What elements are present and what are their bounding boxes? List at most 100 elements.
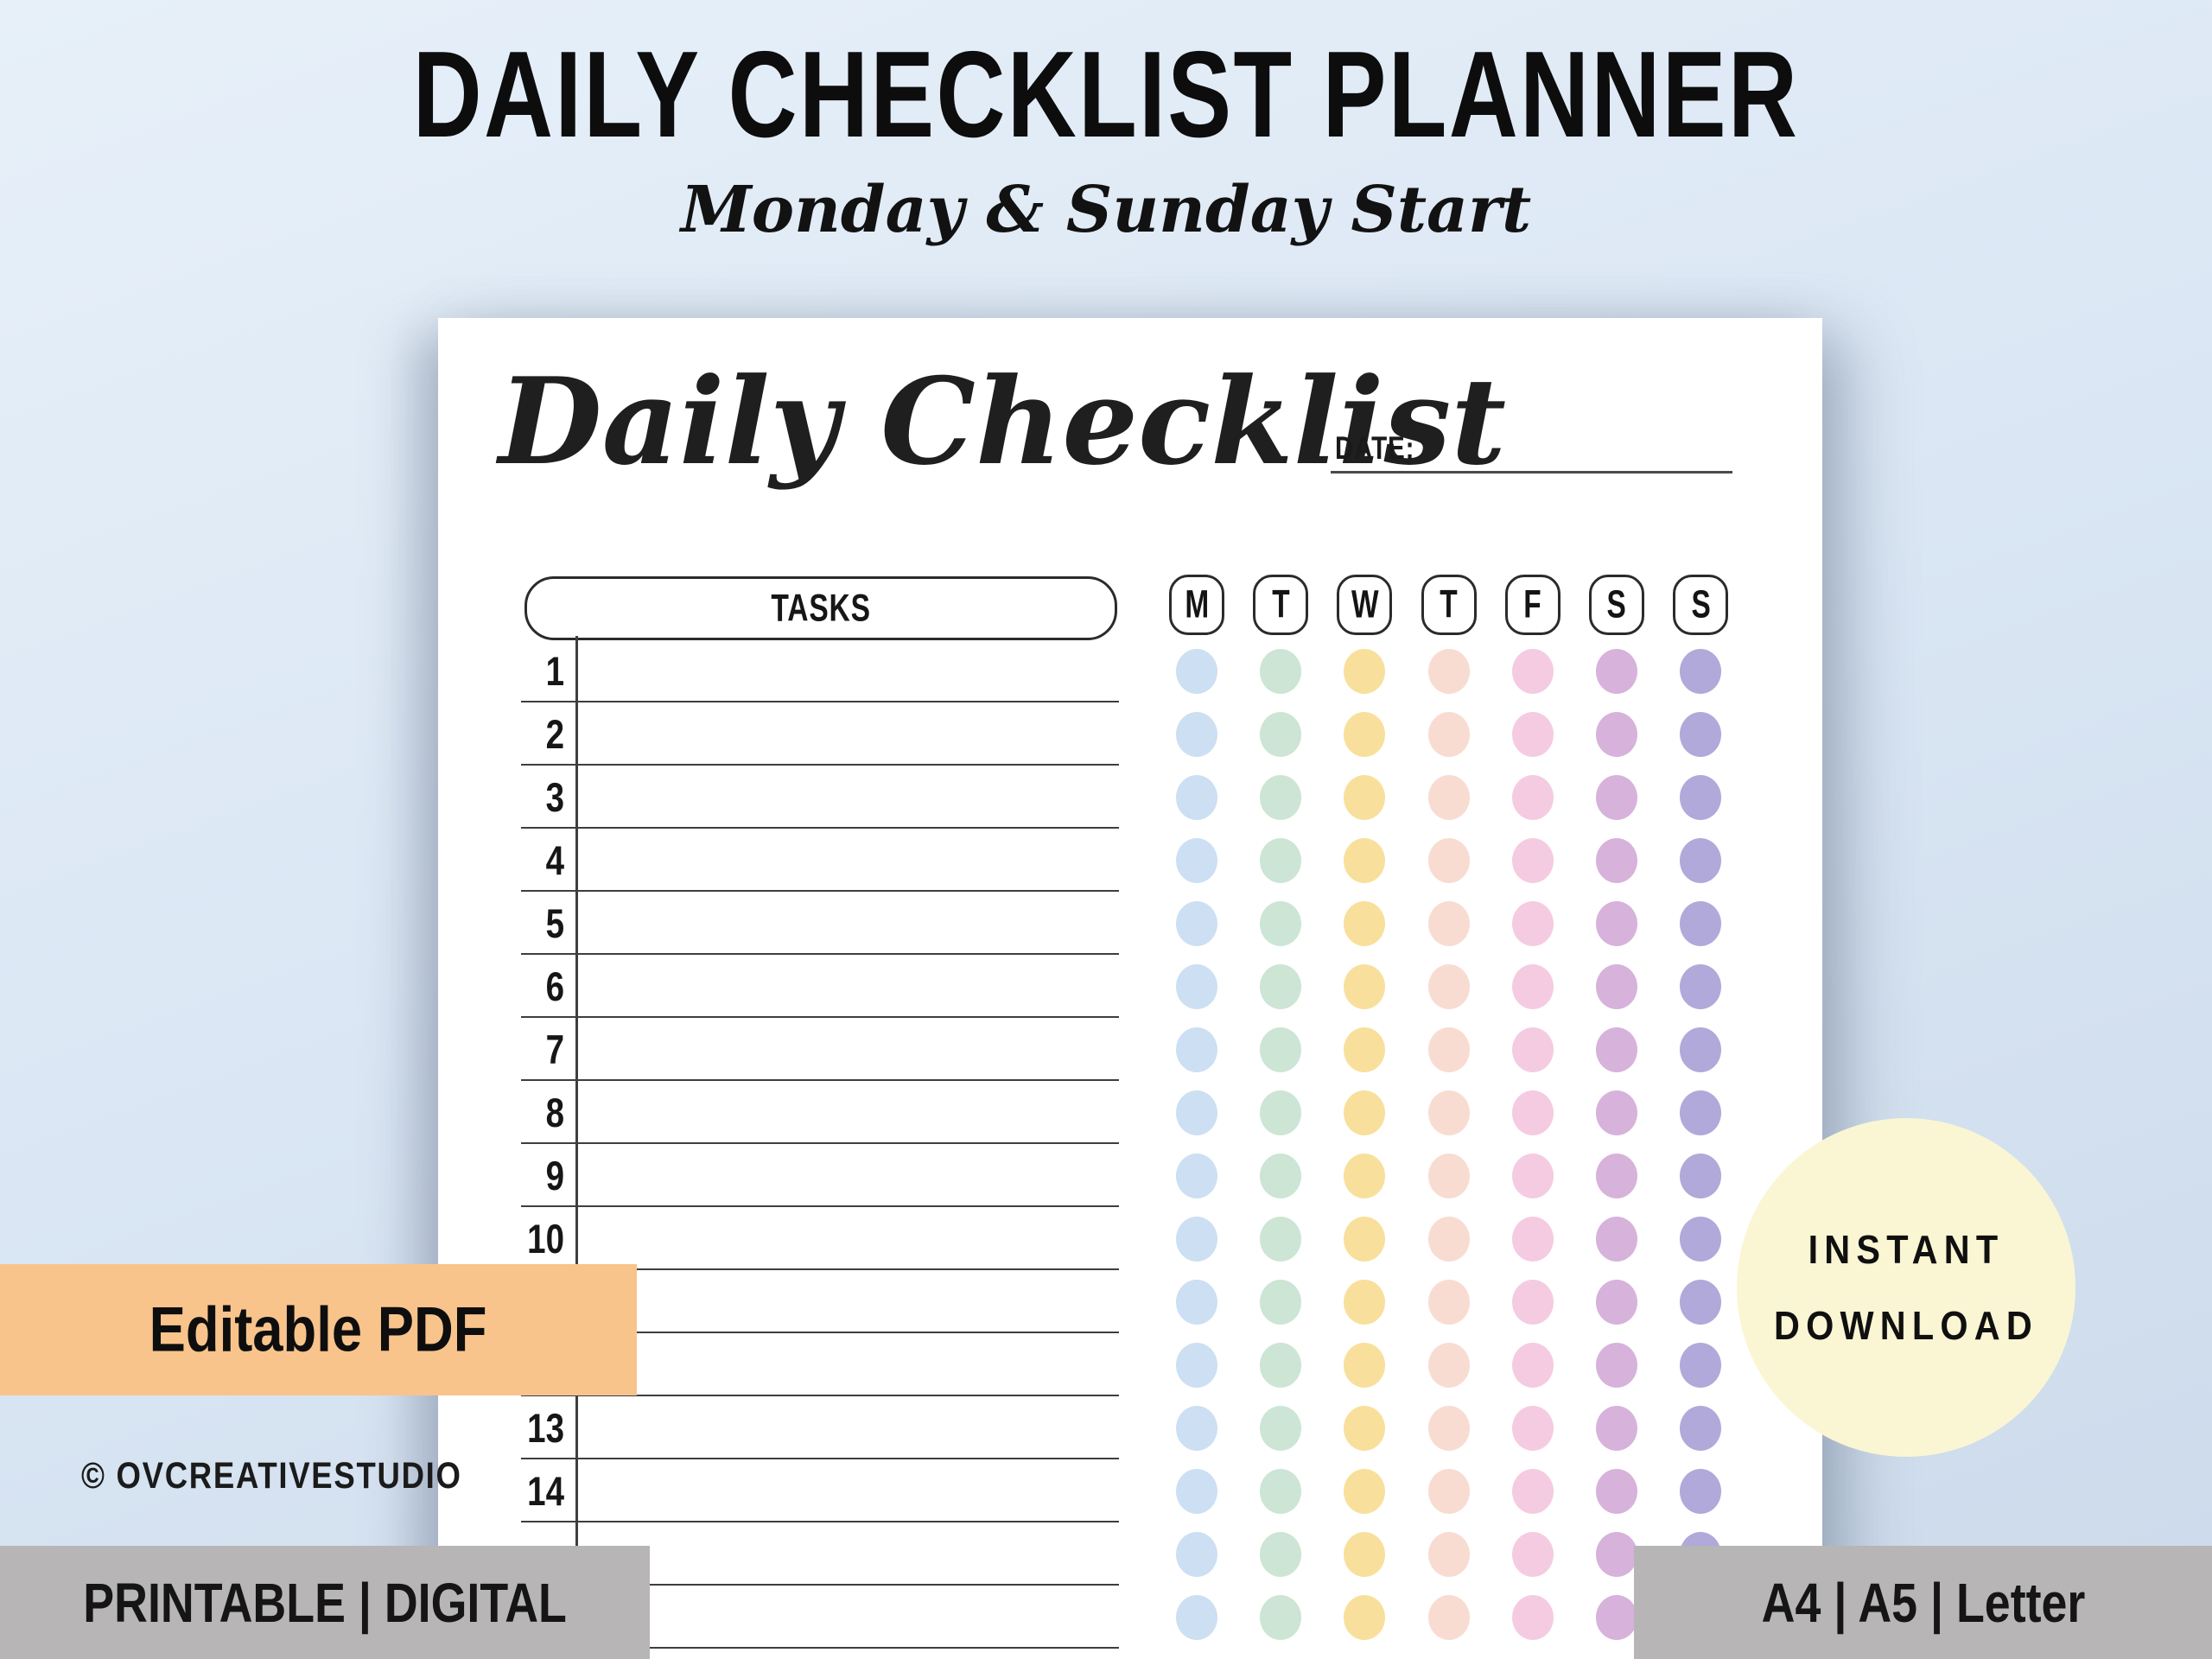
day-header-box: T [1253, 575, 1309, 635]
day-dot [1344, 1027, 1386, 1072]
day-header-box: S [1673, 575, 1729, 635]
day-dot [1176, 838, 1217, 883]
task-row-line [521, 764, 1119, 766]
day-dot [1596, 1217, 1637, 1262]
day-dot [1511, 1532, 1554, 1577]
day-dot [1596, 712, 1637, 757]
day-dot [1511, 964, 1554, 1009]
day-dot [1511, 1027, 1554, 1072]
row-number: 14 [527, 1468, 564, 1514]
day-dot [1427, 1469, 1470, 1514]
day-dot [1176, 712, 1217, 757]
day-dot [1680, 901, 1722, 946]
date-fill-in-line [1331, 471, 1732, 474]
day-dot [1260, 712, 1302, 757]
day-dot [1176, 1343, 1217, 1388]
day-dot [1596, 775, 1637, 820]
task-row-line [521, 1205, 1119, 1207]
day-dot [1596, 1469, 1637, 1514]
day-letter: S [1606, 582, 1627, 626]
day-dot [1427, 1280, 1470, 1325]
day-dot [1344, 838, 1386, 883]
row-number: 9 [545, 1153, 564, 1198]
day-dot [1344, 1280, 1386, 1325]
task-row-line [521, 1142, 1119, 1144]
tasks-header-box: TASKS [524, 576, 1117, 640]
row-number: 4 [545, 837, 564, 883]
day-dot [1680, 775, 1722, 820]
day-dot [1260, 1595, 1302, 1640]
day-dot [1596, 964, 1637, 1009]
day-dot [1680, 1406, 1722, 1451]
planner-page-title: Daily Checklist [499, 351, 1507, 492]
day-dot [1176, 1027, 1217, 1072]
day-dot [1176, 1090, 1217, 1135]
day-dot [1596, 649, 1637, 694]
day-letter: M [1185, 582, 1209, 626]
day-dot [1511, 901, 1554, 946]
day-dot [1427, 649, 1470, 694]
day-dot [1260, 1090, 1302, 1135]
day-dot [1260, 838, 1302, 883]
day-dot [1511, 838, 1554, 883]
day-dot [1596, 1090, 1637, 1135]
day-dot [1344, 901, 1386, 946]
day-dot [1511, 775, 1554, 820]
task-row-line [521, 1458, 1119, 1459]
paper-sizes-label: A4 | A5 | Letter [1761, 1571, 2085, 1634]
day-dot [1344, 1343, 1386, 1388]
day-dot [1344, 1595, 1386, 1640]
day-dot [1427, 1217, 1470, 1262]
day-dot [1427, 838, 1470, 883]
editable-pdf-label: Editable PDF [149, 1294, 487, 1365]
day-dot [1680, 1090, 1722, 1135]
task-row-line [521, 890, 1119, 892]
row-number: 13 [527, 1405, 564, 1451]
day-dot [1427, 712, 1470, 757]
day-dot [1260, 1154, 1302, 1198]
day-dot [1511, 712, 1554, 757]
day-dot [1344, 1406, 1386, 1451]
day-dot [1176, 1532, 1217, 1577]
date-label: DATE: [1335, 430, 1415, 466]
day-letter: W [1351, 582, 1379, 626]
day-dot [1427, 775, 1470, 820]
task-row-line [521, 1521, 1119, 1522]
day-dot [1344, 1154, 1386, 1198]
day-dot [1260, 964, 1302, 1009]
day-dot [1260, 1406, 1302, 1451]
day-dot [1176, 1595, 1217, 1640]
row-number: 2 [545, 711, 564, 757]
day-header-box: M [1169, 575, 1224, 635]
paper-sizes-bar: A4 | A5 | Letter [1634, 1546, 2212, 1659]
day-dot [1427, 1343, 1470, 1388]
day-dot [1176, 1217, 1217, 1262]
day-dot [1680, 1154, 1722, 1198]
editable-pdf-badge: Editable PDF [0, 1264, 637, 1395]
task-row-line [521, 1584, 1119, 1586]
day-dot [1427, 1027, 1470, 1072]
day-dot [1344, 775, 1386, 820]
number-column-divider [575, 636, 578, 1656]
task-row-line [521, 953, 1119, 955]
row-number: 3 [545, 774, 564, 820]
day-header-box: S [1589, 575, 1644, 635]
day-dot [1680, 838, 1722, 883]
day-dot [1344, 964, 1386, 1009]
task-row-line [521, 1647, 1119, 1649]
day-dot [1176, 964, 1217, 1009]
day-dot [1260, 901, 1302, 946]
day-dot [1176, 1280, 1217, 1325]
day-dot [1176, 1469, 1217, 1514]
day-dot [1260, 649, 1302, 694]
day-dot [1427, 1532, 1470, 1577]
day-dot [1511, 1343, 1554, 1388]
day-dot [1511, 1469, 1554, 1514]
day-letter: T [1440, 582, 1458, 626]
day-dot [1344, 1217, 1386, 1262]
day-dot [1511, 1217, 1554, 1262]
day-dot [1427, 901, 1470, 946]
day-dot [1596, 1343, 1637, 1388]
listing-subtitle: Monday & Sunday Start [680, 173, 1532, 247]
instant-download-line1: INSTANT [1808, 1227, 2005, 1272]
